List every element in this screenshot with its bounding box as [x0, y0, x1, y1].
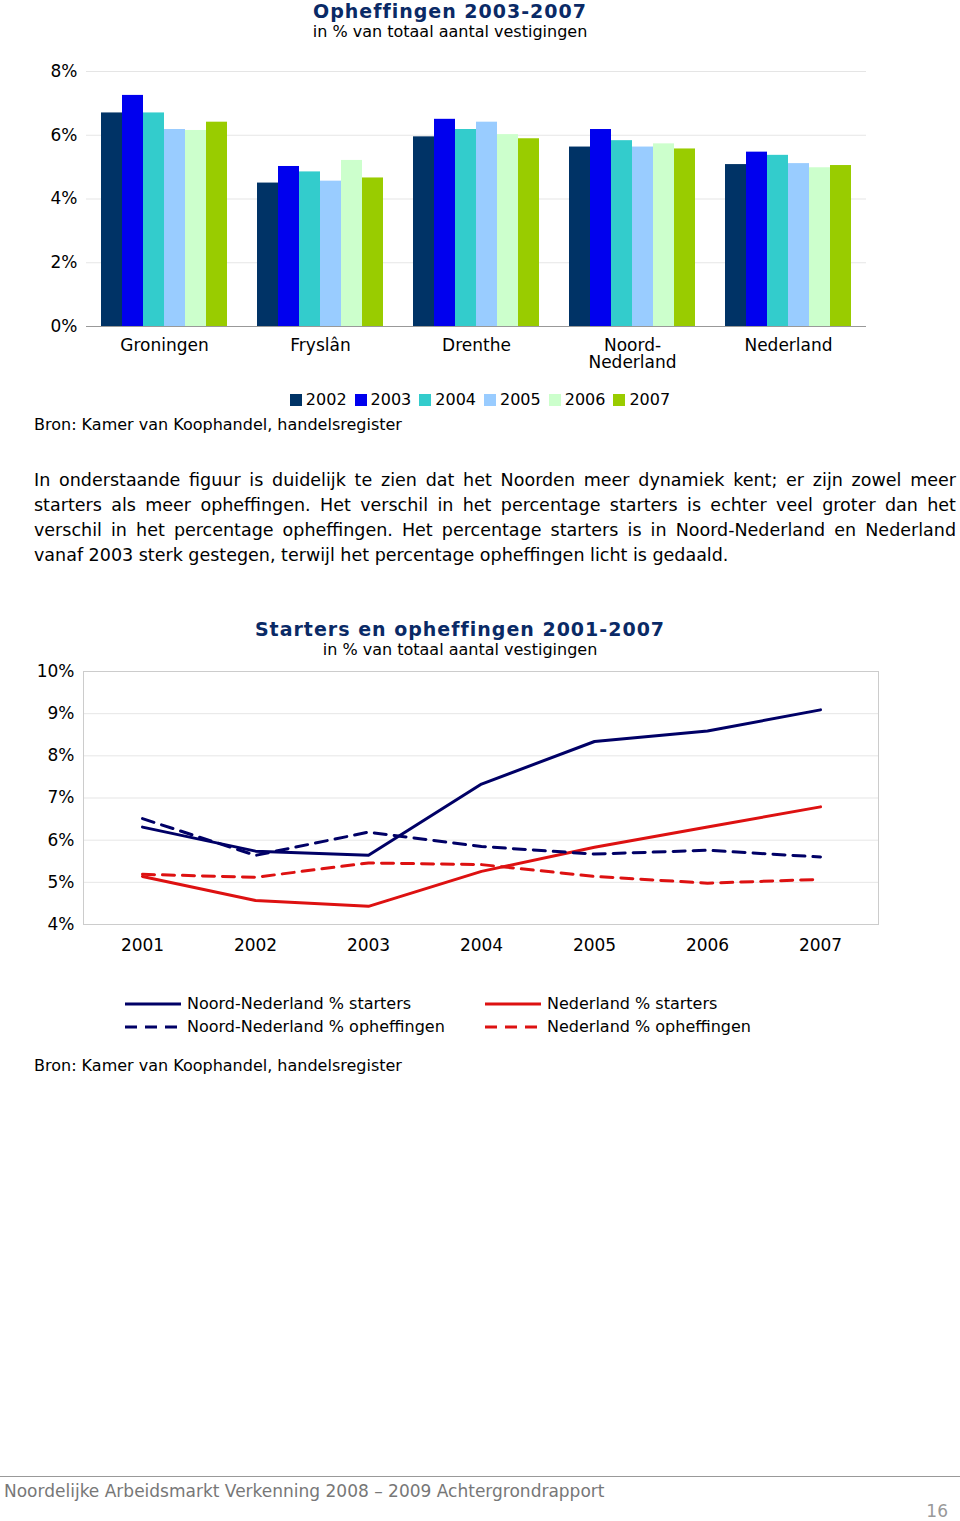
html-text:Noord-Nederland % starters: Noord-Nederland % starters — [187, 994, 412, 1013]
html-text:2005: 2005 — [500, 390, 541, 409]
svg-text:2003: 2003 — [347, 935, 390, 955]
svg-text:2%: 2% — [51, 252, 78, 272]
svg-text:10%: 10% — [37, 661, 75, 681]
html-text:2006: 2006 — [564, 390, 606, 409]
html-text:In onderstaande figuur is duid: In onderstaande figuur is duidelijk te z… — [34, 470, 956, 565]
svg-text:6%: 6% — [51, 125, 78, 145]
html-text:Opheffingen 2003-2007: Opheffingen 2003-2007 — [313, 0, 587, 22]
svg-text:4%: 4% — [48, 914, 75, 934]
svg-text:Nederland: Nederland — [744, 335, 832, 355]
html-text:Noordelijke Arbeidsmarkt Verke: Noordelijke Arbeidsmarkt Verkenning 2008… — [4, 1481, 605, 1501]
html-text:in % van totaal aantal vestigi: in % van totaal aantal vestigingen — [322, 640, 598, 659]
html-text:in % van totaal aantal vestigi: in % van totaal aantal vestigingen — [312, 22, 588, 41]
svg-text:Fryslân: Fryslân — [290, 335, 350, 355]
html-text:2002: 2002 — [305, 390, 347, 409]
svg-text:7%: 7% — [48, 787, 75, 807]
svg-text:5%: 5% — [48, 872, 75, 892]
html-text:2004: 2004 — [435, 390, 476, 409]
svg-text:Drenthe: Drenthe — [442, 335, 511, 355]
svg-text:9%: 9% — [48, 703, 75, 723]
html-text:Nederland % starters: Nederland % starters — [547, 994, 718, 1013]
html-text:16: 16 — [926, 1501, 948, 1521]
svg-text:2007: 2007 — [799, 935, 842, 955]
svg-text:6%: 6% — [48, 830, 75, 850]
html-text:Bron: Kamer van Koophandel, ha: Bron: Kamer van Koophandel, handelsregis… — [34, 1056, 402, 1075]
svg-text:4%: 4% — [51, 188, 78, 208]
svg-text:Noord-Nederland: Noord-Nederland — [588, 335, 676, 372]
html-text:Bron: Kamer van Koophandel, ha: Bron: Kamer van Koophandel, handelsregis… — [34, 415, 402, 434]
html-text:Nederland % opheffingen: Nederland % opheffingen — [547, 1017, 751, 1036]
svg-text:2004: 2004 — [460, 935, 503, 955]
svg-text:2006: 2006 — [686, 935, 729, 955]
html-text:Noord-Nederland % opheffingen: Noord-Nederland % opheffingen — [187, 1017, 445, 1036]
svg-text:2001: 2001 — [121, 935, 164, 955]
svg-text:8%: 8% — [48, 745, 75, 765]
svg-text:Groningen: Groningen — [120, 335, 209, 355]
svg-text:8%: 8% — [51, 61, 78, 81]
svg-text:2002: 2002 — [234, 935, 277, 955]
svg-text:2005: 2005 — [573, 935, 616, 955]
html-text:2007: 2007 — [629, 390, 671, 409]
html-text:2003: 2003 — [370, 390, 412, 409]
svg-text:0%: 0% — [51, 316, 78, 336]
html-text:Starters en opheffingen 2001-2: Starters en opheffingen 2001-2007 — [254, 618, 666, 640]
